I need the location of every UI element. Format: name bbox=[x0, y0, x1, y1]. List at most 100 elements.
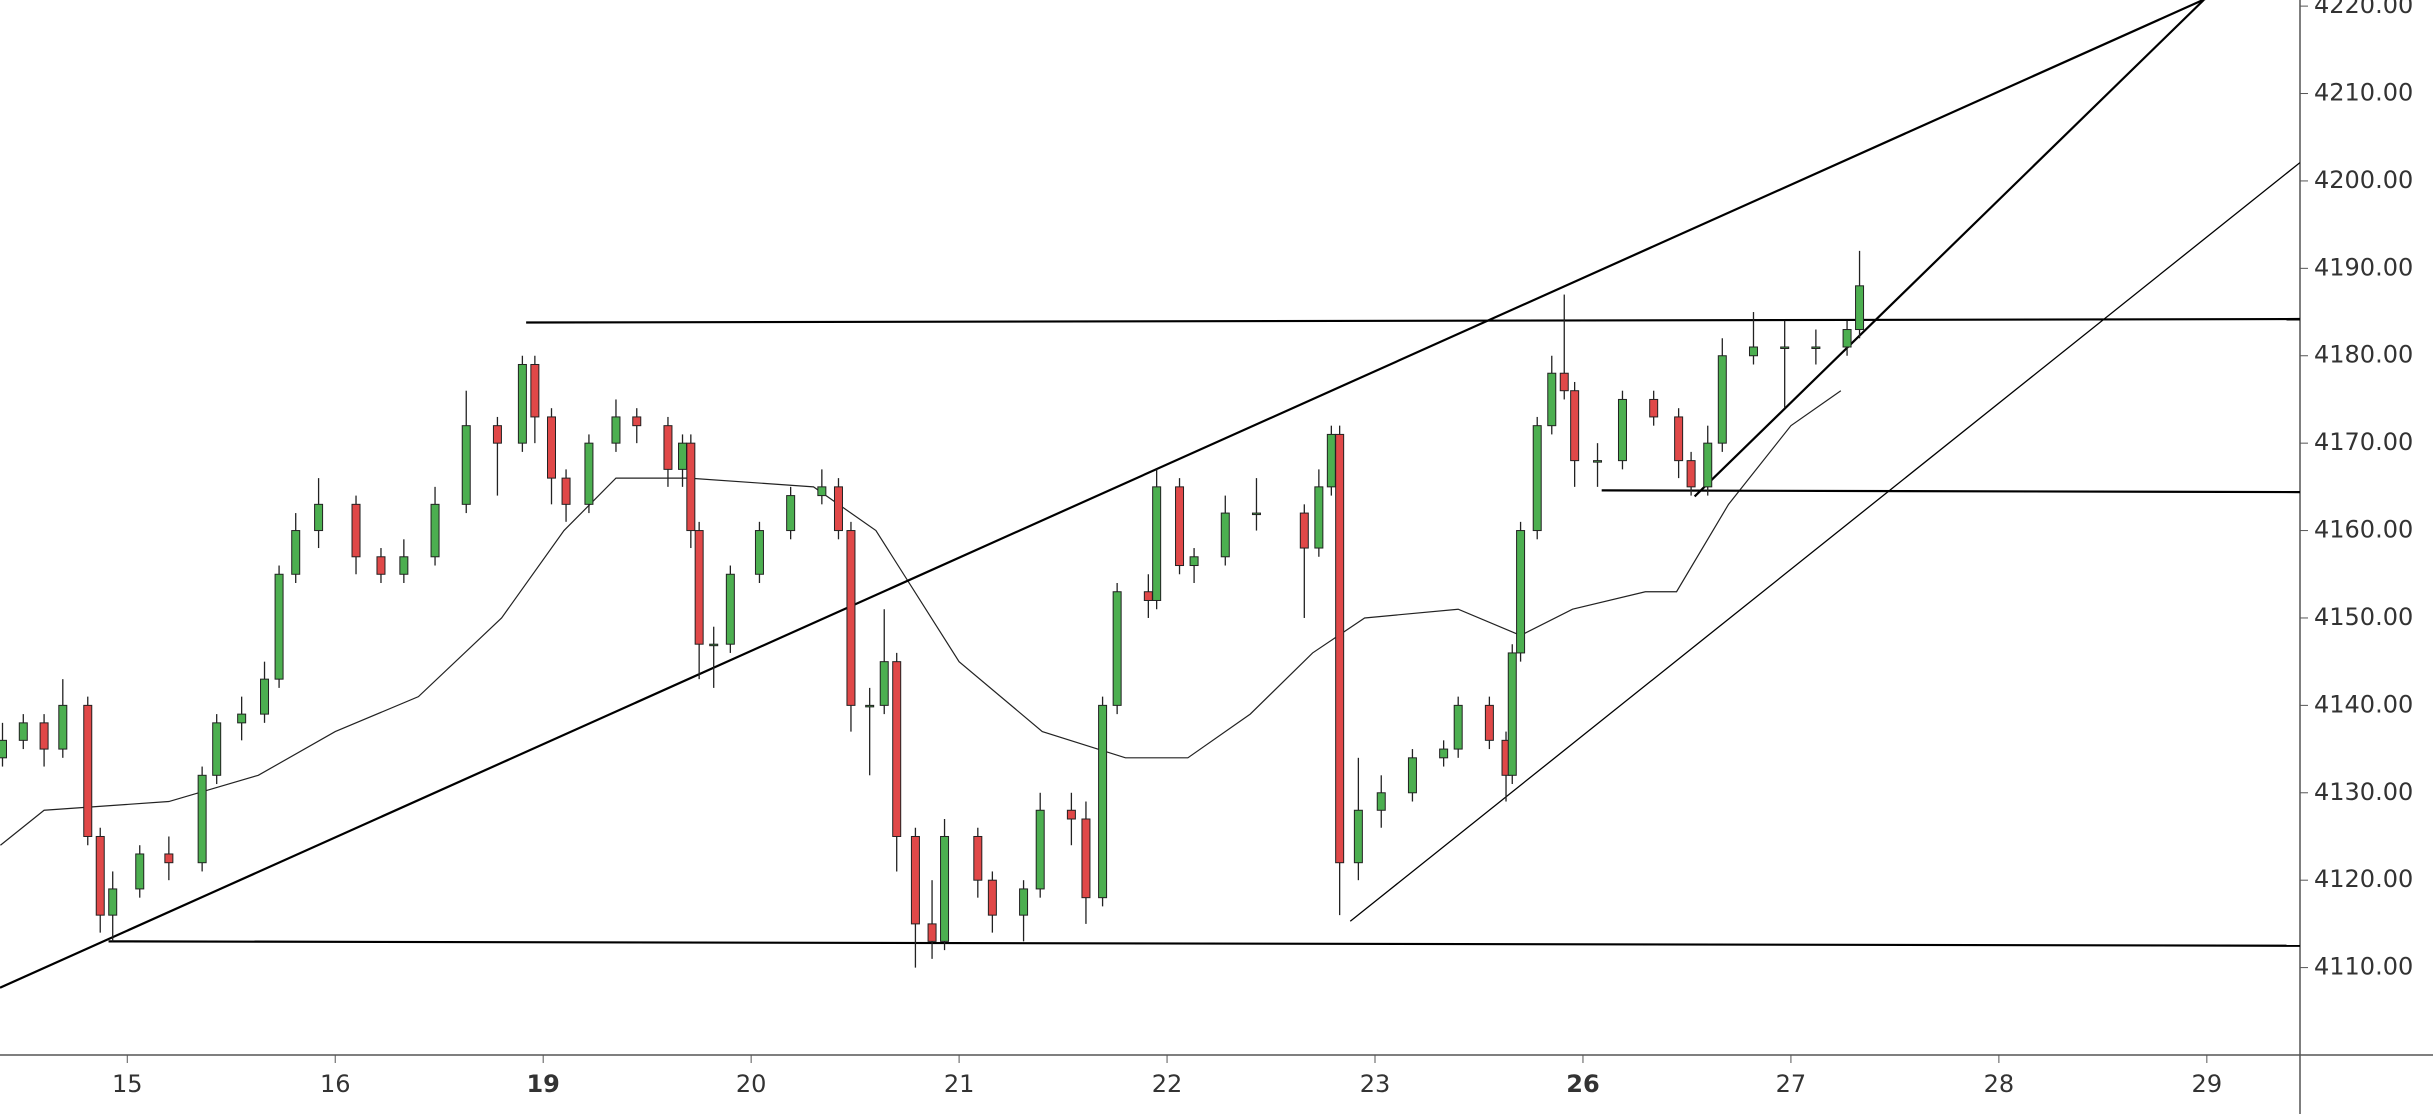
candle-body bbox=[83, 704, 93, 837]
candle-body bbox=[1220, 512, 1230, 558]
moving-average bbox=[0, 390, 1842, 846]
candle-body bbox=[1649, 398, 1659, 418]
candle-body bbox=[1066, 809, 1076, 820]
candle-body bbox=[547, 416, 557, 479]
candle-body bbox=[1376, 792, 1386, 811]
candle-body bbox=[663, 425, 673, 470]
candle-body bbox=[212, 722, 222, 776]
candle-body bbox=[0, 739, 7, 759]
candle-body bbox=[1559, 372, 1569, 392]
candle-body bbox=[1617, 398, 1627, 462]
y-tick-label: 4120.00 bbox=[2314, 865, 2413, 893]
candle-body bbox=[1189, 556, 1199, 567]
y-tick-label: 4200.00 bbox=[2314, 166, 2413, 194]
trend-line bbox=[1349, 162, 2300, 922]
y-tick-label: 4160.00 bbox=[2314, 516, 2413, 544]
trend-line bbox=[1693, 0, 2205, 498]
candle-body bbox=[1439, 748, 1449, 759]
candle-body bbox=[108, 888, 118, 916]
candle-body bbox=[399, 556, 409, 575]
candle-body bbox=[1314, 486, 1324, 549]
candle-body bbox=[892, 661, 902, 837]
candle-body bbox=[1703, 442, 1713, 488]
candle-body bbox=[1855, 285, 1865, 331]
y-tick-label: 4190.00 bbox=[2314, 253, 2413, 281]
candle-body bbox=[164, 853, 174, 864]
candle-body bbox=[95, 835, 105, 916]
candle-body bbox=[1143, 591, 1153, 601]
candle-body bbox=[1112, 591, 1122, 706]
candle-body bbox=[197, 774, 207, 864]
candle-body bbox=[1811, 346, 1821, 350]
candle-body bbox=[291, 530, 301, 575]
candle-body bbox=[1686, 460, 1696, 488]
trend-line bbox=[1601, 489, 2300, 494]
plot-area bbox=[0, 0, 2300, 989]
x-tick-label: 28 bbox=[1984, 1070, 2015, 1098]
candle-body bbox=[237, 713, 247, 724]
x-tick-label: 26 bbox=[1566, 1070, 1599, 1098]
y-tick-label: 4210.00 bbox=[2314, 79, 2413, 107]
x-tick-label: 20 bbox=[736, 1070, 767, 1098]
candle-body bbox=[786, 495, 796, 532]
x-tick-label: 29 bbox=[2192, 1070, 2223, 1098]
candle-body bbox=[1507, 652, 1517, 776]
candle-body bbox=[135, 853, 145, 890]
candle-body bbox=[58, 704, 68, 750]
candle-body bbox=[940, 835, 950, 942]
candle-body bbox=[1547, 372, 1557, 427]
candle-body bbox=[1335, 433, 1345, 864]
candle-body bbox=[314, 503, 324, 532]
candle-body bbox=[973, 835, 983, 881]
candle-body bbox=[632, 416, 642, 427]
candle-body bbox=[1593, 460, 1603, 463]
candle-body bbox=[1152, 486, 1162, 601]
candle-body bbox=[833, 486, 843, 532]
candle-body bbox=[584, 442, 594, 505]
y-tick-label: 4170.00 bbox=[2314, 428, 2413, 456]
candle-body bbox=[817, 486, 827, 497]
trend-line bbox=[526, 317, 2300, 324]
x-tick-label: 23 bbox=[1360, 1070, 1391, 1098]
x-tick-label: 22 bbox=[1152, 1070, 1183, 1098]
candle-body bbox=[927, 923, 937, 942]
candle-body bbox=[274, 573, 284, 680]
candle-body bbox=[1353, 809, 1363, 864]
y-tick-label: 4140.00 bbox=[2314, 690, 2413, 718]
candle-body bbox=[1326, 433, 1336, 488]
x-tick-label: 27 bbox=[1776, 1070, 1807, 1098]
candle-body bbox=[1842, 329, 1852, 348]
candle-body bbox=[260, 678, 270, 715]
y-tick-label: 4110.00 bbox=[2314, 953, 2413, 981]
candle-body bbox=[1570, 390, 1580, 462]
candle-body bbox=[1175, 486, 1185, 567]
candle-body bbox=[1299, 512, 1309, 549]
candle-body bbox=[611, 416, 621, 444]
candle-body bbox=[1674, 416, 1684, 462]
candle-body bbox=[686, 442, 696, 532]
candle-body bbox=[39, 722, 49, 750]
candle-body bbox=[725, 573, 735, 645]
candle-body bbox=[910, 835, 920, 925]
candle-body bbox=[1717, 355, 1727, 444]
candle-body bbox=[1019, 888, 1029, 916]
candle-body bbox=[709, 643, 719, 647]
x-tick-label: 16 bbox=[320, 1070, 351, 1098]
y-tick-label: 4220.00 bbox=[2314, 0, 2413, 19]
candle-body bbox=[865, 704, 875, 708]
candle-body bbox=[754, 530, 764, 575]
candle-body bbox=[846, 530, 856, 706]
candle-body bbox=[461, 425, 471, 505]
candle-body bbox=[18, 722, 28, 741]
x-tick-label: 19 bbox=[526, 1070, 559, 1098]
candle-body bbox=[1453, 704, 1463, 750]
candle-body bbox=[517, 363, 527, 444]
candle-body bbox=[1532, 425, 1542, 532]
candle-body bbox=[1516, 530, 1526, 654]
candle-body bbox=[492, 425, 502, 444]
y-tick-label: 4150.00 bbox=[2314, 603, 2413, 631]
candle-body bbox=[1251, 512, 1261, 516]
candle-body bbox=[1081, 818, 1091, 899]
candle-body bbox=[1407, 757, 1417, 794]
candle-body bbox=[430, 503, 440, 558]
